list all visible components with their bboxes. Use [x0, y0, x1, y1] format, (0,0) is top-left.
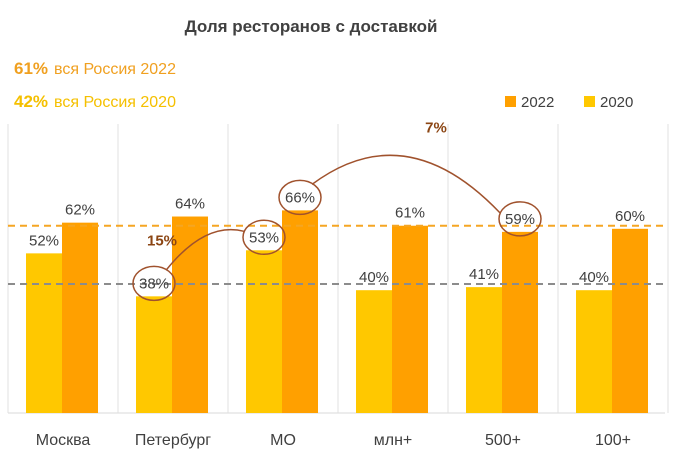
change-arc: [311, 154, 501, 214]
highlight-circle: [498, 201, 542, 237]
bar-2022: [62, 222, 98, 413]
value-label-2020: 53%: [249, 229, 279, 246]
legend-swatch-2020: [584, 96, 595, 107]
legend-label-2020: 2020: [600, 94, 633, 111]
bar-2022: [502, 231, 538, 413]
bar-2020: [246, 250, 282, 413]
highlight-circle: [278, 179, 322, 216]
category-label: Москва: [36, 432, 91, 449]
svg-text:61%вся Россия 2022: 61% вся Россия 2022: [14, 59, 176, 78]
summary-2020-percent: 42%: [14, 92, 48, 111]
legend: 2022 2020: [505, 94, 633, 111]
change-arc: [165, 228, 245, 271]
value-label-2020: 52%: [29, 232, 59, 249]
value-labels: 52% 62% 38% 64% 53% 66% 40% 61% 41% 59% 40% 60%: [29, 189, 645, 292]
bar-2020: [26, 253, 62, 413]
summary-2020: 42% вся Россия 2020: [14, 92, 176, 111]
change-label: 7%: [425, 119, 447, 136]
value-label-2020: 40%: [359, 269, 389, 286]
category-label: млн+: [374, 432, 413, 449]
chart-title: Доля ресторанов с доставкой: [185, 17, 438, 36]
bar-2020: [136, 296, 172, 413]
bar-2022: [612, 228, 648, 413]
summary-2020-text: вся Россия 2020: [54, 94, 176, 111]
change-label: 15%: [147, 232, 177, 249]
category-label: 100+: [595, 432, 631, 449]
bar-2020: [466, 287, 502, 413]
highlight-circle: [242, 219, 286, 256]
summary-2022-percent: 61%: [14, 59, 48, 78]
highlight-circle: [132, 265, 176, 302]
summary-2022: 61% вся Россия 2022: [14, 59, 176, 78]
summary-2022-text: вся Россия 2022: [54, 61, 176, 78]
value-label-2020: 41%: [469, 266, 499, 283]
bar-2022: [172, 216, 208, 413]
legend-swatch-2022: [505, 96, 516, 107]
value-label-2022: 62%: [65, 202, 95, 219]
value-label-2022: 59%: [505, 211, 535, 228]
value-label-2022: 60%: [615, 208, 645, 225]
legend-label-2022: 2022: [521, 94, 554, 111]
category-labels: Москва Петербург МО млн+ 500+ 100+: [36, 432, 631, 449]
gridlines: [7, 124, 669, 414]
bar-2020: [576, 290, 612, 413]
bar-2022: [282, 210, 318, 413]
bar-2022: [392, 225, 428, 413]
bars: [26, 210, 648, 413]
value-label-2022: 61%: [395, 205, 425, 222]
category-label: 500+: [485, 432, 521, 449]
value-label-2020: 38%: [139, 275, 169, 292]
reference-lines: [8, 224, 665, 286]
category-label: МО: [270, 432, 296, 449]
value-label-2022: 66%: [285, 189, 315, 206]
value-label-2022: 64%: [175, 196, 205, 213]
svg-text:42%вся Россия 2020: 42% вся Россия 2020: [14, 92, 176, 111]
annotations: 15% 7%: [132, 119, 542, 302]
category-label: Петербург: [135, 432, 211, 449]
bar-2020: [356, 290, 392, 413]
value-label-2020: 40%: [579, 269, 609, 286]
